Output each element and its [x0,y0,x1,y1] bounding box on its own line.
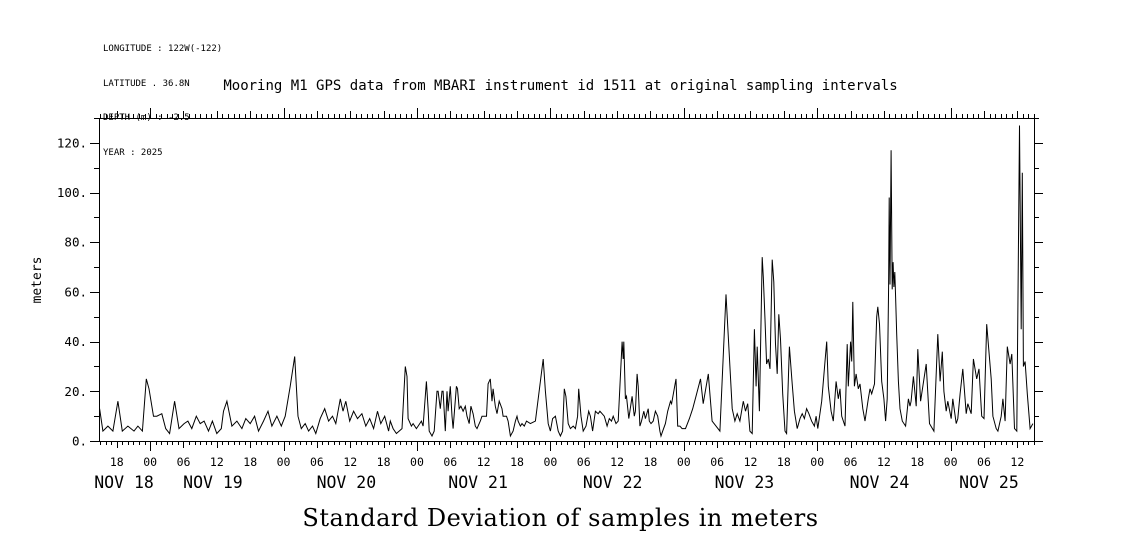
x-hour-label: 00 [810,455,824,469]
x-axis-caption: Standard Deviation of samples in meters [302,504,819,532]
x-hour-label: 06 [310,455,324,469]
y-tick-label: 20. [64,384,87,399]
x-hour-label: 18 [377,455,391,469]
x-axis-hour-labels: 18 00 06 12 18 00 06 12 18 00 06 12 18 00 06 12 18 00 06 12… [110,455,1024,469]
x-day-label: NOV 24 [850,473,910,492]
x-hour-label: 00 [410,455,424,469]
x-hour-label: 12 [1010,455,1024,469]
x-hour-label: 06 [977,455,991,469]
x-hour-label: 00 [677,455,691,469]
x-hour-label: 12 [343,455,357,469]
x-hour-label: 12 [744,455,758,469]
x-hour-label: 06 [710,455,724,469]
y-tick-label: 120. [57,135,87,150]
x-day-label: NOV 20 [317,473,377,492]
x-axis-ticks-bottom [100,441,1035,451]
x-hour-label: 06 [577,455,591,469]
x-hour-label: 18 [777,455,791,469]
x-hour-label: 12 [210,455,224,469]
x-hour-label: 00 [277,455,291,469]
x-day-label: NOV 23 [715,473,775,492]
metadata-year: YEAR : 2025 [103,147,163,158]
y-axis-ticks-left [90,118,99,442]
x-hour-label: 12 [877,455,891,469]
x-day-label: NOV 19 [183,473,243,492]
x-day-label: NOV 25 [959,473,1019,492]
x-day-label: NOV 18 [94,473,154,492]
x-day-label: NOV 21 [448,473,508,492]
y-tick-label: 40. [64,334,87,349]
x-axis-day-labels: NOV 18 NOV 19 NOV 20 NOV 21 NOV 22 NOV 23 NOV … [94,473,1019,492]
x-hour-label: 00 [543,455,557,469]
x-hour-label: 18 [644,455,658,469]
x-hour-label: 18 [110,455,124,469]
y-axis-label: meters [30,257,45,304]
metadata-latitude: LATITUDE . 36.8N [103,78,190,89]
x-axis-ticks-top [100,108,1035,118]
x-hour-label: 18 [510,455,524,469]
x-hour-label: 00 [143,455,157,469]
x-hour-label: 06 [177,455,191,469]
y-tick-label: 100. [57,185,87,200]
data-series-line [99,125,1034,438]
x-hour-label: 18 [243,455,257,469]
metadata-longitude: LONGITUDE : 122W(-122) [103,44,223,54]
y-tick-label: 60. [64,284,87,299]
x-day-label: NOV 22 [583,473,643,492]
x-hour-label: 06 [443,455,457,469]
x-hour-label: 18 [910,455,924,469]
chart-title: Mooring M1 GPS data from MBARI instrumen… [223,78,898,94]
x-hour-label: 12 [477,455,491,469]
x-hour-label: 00 [944,455,958,469]
y-axis-ticks-right [1034,118,1043,442]
y-tick-label: 80. [64,235,87,250]
x-hour-label: 12 [610,455,624,469]
x-hour-label: 06 [844,455,858,469]
y-tick-label: 0. [72,434,87,449]
y-axis-tick-labels: 0. 20. 40. 60. 80. 100. 120. [57,135,87,448]
